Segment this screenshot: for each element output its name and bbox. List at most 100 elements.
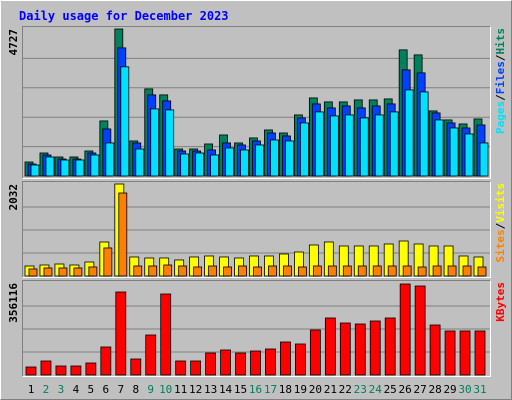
bar [250,350,261,376]
bar [40,360,52,376]
panel-shadow [22,280,491,377]
x-tick-label: 19 [294,383,307,396]
bar [45,156,55,177]
bar [324,317,336,376]
bar [165,109,175,177]
bar [297,266,307,277]
legend-entry: Files [494,61,507,94]
bar [357,265,367,277]
bar [240,149,249,177]
bar [384,317,396,376]
bar [85,362,97,376]
bar [309,329,321,376]
legend-entry: Pages [494,101,507,134]
bar [130,358,142,376]
bar [265,348,276,376]
legend-separator: / [494,54,507,61]
bar [75,159,85,177]
x-tick-label: 6 [103,383,110,396]
panel-shadow [22,181,491,278]
bar [314,111,324,177]
bar [417,266,427,277]
bar [444,330,456,376]
bar [235,352,246,376]
bar [175,360,187,376]
bar [299,122,309,177]
bar [372,265,382,277]
bar [449,127,459,177]
bar [402,265,412,277]
bar [220,349,231,376]
bar [477,266,487,277]
bar [474,330,486,376]
bar [150,108,160,177]
x-tick-label: 14 [219,383,233,396]
x-tick-label: 9 [147,383,154,396]
x-tick-label: 7 [117,383,124,396]
bar [103,247,113,277]
bar [447,265,457,277]
bar [280,341,291,376]
x-tick-label: 16 [249,383,262,396]
bar [464,133,474,177]
x-tick-label: 26 [399,383,412,396]
x-tick-label: 3 [58,383,65,396]
x-tick-label: 24 [369,383,383,396]
x-tick-label: 29 [443,383,456,396]
legend-entry: Visits [494,183,507,223]
x-tick-label: 12 [189,383,202,396]
bar [163,264,173,277]
bar [434,119,444,177]
bar [178,265,188,277]
bar [270,139,279,177]
bar [283,265,292,277]
x-tick-label: 2 [43,383,50,396]
legend: Sites/Visits [494,183,507,263]
bar [105,142,115,177]
y-tick-label: 356116 [7,283,20,323]
bar [404,89,414,177]
x-tick-label: 15 [234,383,247,396]
bar [55,365,67,376]
bar [223,266,232,277]
bar [359,117,369,177]
bar [88,266,98,277]
bar [190,360,202,376]
bar [387,265,397,277]
legend-entry: KBytes [494,282,507,322]
x-tick-label: 13 [204,383,217,396]
bar [294,343,306,376]
bar [208,265,218,277]
x-tick-label: 25 [384,383,397,396]
bar [100,346,112,376]
bar [414,285,426,376]
x-tick-label: 28 [428,383,441,396]
bar [160,293,172,376]
bar [374,114,384,177]
x-tick-label: 5 [88,383,95,396]
bar [118,192,128,277]
chart-title: Daily usage for December 2023 [19,9,229,23]
bar [180,153,190,177]
x-tick-label: 21 [324,383,337,396]
panel-light [22,181,491,278]
legend-separator: / [494,94,507,101]
bar [342,265,352,277]
bar [135,148,145,177]
panel-light [22,26,491,179]
bar [28,268,38,277]
bar [25,366,37,376]
x-tick-label: 1 [28,383,35,396]
bar [462,265,472,277]
bar [210,154,220,177]
bar [73,267,83,277]
panel-light [22,280,491,377]
x-tick-label: 4 [73,383,80,396]
bar [479,142,489,177]
bar [369,320,381,376]
y-tick-label: 4727 [7,29,20,56]
x-tick-label: 10 [159,383,172,396]
bar [120,66,130,177]
